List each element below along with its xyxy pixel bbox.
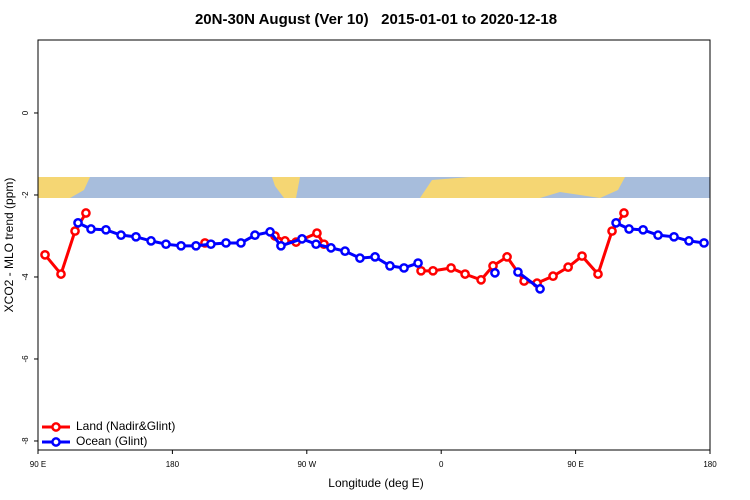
data-point bbox=[413, 258, 423, 268]
data-point bbox=[624, 224, 634, 234]
data-point bbox=[116, 230, 126, 241]
data-point bbox=[385, 261, 395, 271]
data-point bbox=[669, 231, 679, 242]
x-tick-label: 90 E bbox=[30, 460, 46, 469]
data-point bbox=[593, 269, 603, 279]
data-point bbox=[176, 240, 186, 251]
data-point bbox=[446, 263, 456, 273]
legend-marker bbox=[51, 422, 61, 432]
data-point bbox=[265, 227, 275, 237]
x-tick-label: 180 bbox=[703, 460, 717, 469]
data-point bbox=[428, 265, 438, 276]
data-point bbox=[326, 243, 336, 253]
data-point bbox=[490, 268, 500, 278]
data-point bbox=[221, 238, 231, 248]
data-point bbox=[699, 238, 709, 248]
data-point bbox=[81, 208, 91, 218]
y-tick-label: -6 bbox=[21, 355, 30, 363]
data-point bbox=[40, 249, 50, 260]
data-point bbox=[611, 218, 621, 228]
data-point bbox=[355, 253, 365, 263]
data-point bbox=[460, 269, 470, 279]
data-point bbox=[70, 226, 80, 236]
x-axis-label: Longitude (deg E) bbox=[328, 476, 423, 490]
data-point bbox=[619, 208, 629, 218]
data-point bbox=[297, 234, 307, 244]
data-point bbox=[56, 269, 66, 279]
y-tick-label: 0 bbox=[21, 110, 30, 115]
data-point bbox=[101, 224, 111, 235]
data-point bbox=[311, 239, 321, 250]
x-tick-label: 180 bbox=[166, 460, 180, 469]
data-point bbox=[86, 224, 96, 234]
data-point bbox=[535, 284, 545, 294]
legend-label: Ocean (Glint) bbox=[76, 434, 147, 448]
legend-marker bbox=[51, 437, 61, 447]
legend-label: Land (Nadir&Glint) bbox=[76, 419, 175, 433]
map-strip bbox=[38, 177, 710, 198]
data-point bbox=[502, 252, 512, 262]
chart-title: 20N-30N August (Ver 10) 2015-01-01 to 20… bbox=[195, 11, 557, 28]
data-point bbox=[563, 262, 573, 272]
y-tick-label: -4 bbox=[21, 273, 30, 281]
data-point bbox=[653, 230, 663, 241]
plot-frame bbox=[37, 39, 711, 451]
data-point bbox=[607, 226, 617, 236]
data-point bbox=[577, 251, 587, 261]
data-point bbox=[236, 238, 246, 248]
data-point bbox=[684, 236, 694, 246]
data-point bbox=[276, 240, 286, 251]
data-point bbox=[73, 218, 83, 228]
data-point bbox=[416, 265, 426, 276]
data-point bbox=[340, 246, 350, 256]
x-tick-label: 90 E bbox=[567, 460, 583, 469]
data-point bbox=[476, 275, 486, 285]
data-point bbox=[250, 230, 260, 241]
data-point bbox=[191, 240, 201, 251]
data-point bbox=[131, 231, 141, 242]
data-point bbox=[399, 263, 409, 273]
data-point bbox=[370, 252, 380, 262]
x-tick-label: 90 W bbox=[297, 460, 316, 469]
data-point bbox=[161, 239, 171, 250]
data-point bbox=[548, 271, 558, 282]
x-tick-label: 0 bbox=[439, 460, 444, 469]
y-axis-label: XCO2 - MLO trend (ppm) bbox=[2, 178, 16, 313]
data-point bbox=[513, 267, 523, 277]
y-tick-label: -8 bbox=[21, 437, 30, 445]
data-point bbox=[146, 236, 156, 246]
y-tick-label: -2 bbox=[21, 191, 30, 199]
data-point bbox=[312, 228, 322, 238]
data-point bbox=[638, 224, 648, 235]
data-point bbox=[206, 239, 216, 250]
